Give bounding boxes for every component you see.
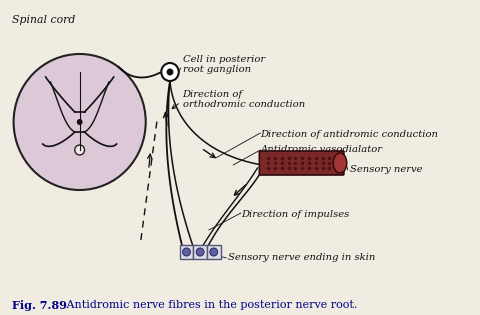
Text: Spinal cord: Spinal cord xyxy=(12,15,75,25)
Text: Antidromic nerve fibres in the posterior nerve root.: Antidromic nerve fibres in the posterior… xyxy=(56,300,358,310)
Text: Direction of antidromic conduction: Direction of antidromic conduction xyxy=(260,130,438,139)
FancyBboxPatch shape xyxy=(180,245,193,259)
Circle shape xyxy=(75,145,84,155)
Circle shape xyxy=(210,248,217,256)
Ellipse shape xyxy=(333,153,347,173)
Circle shape xyxy=(167,68,173,76)
FancyBboxPatch shape xyxy=(207,245,220,259)
Text: Direction of
orthodromic conduction: Direction of orthodromic conduction xyxy=(182,90,305,109)
Circle shape xyxy=(196,248,204,256)
Text: Cell in posterior
root ganglion: Cell in posterior root ganglion xyxy=(182,55,265,74)
Text: Fig. 7.89: Fig. 7.89 xyxy=(12,300,67,311)
Text: Antidromic vasodialator: Antidromic vasodialator xyxy=(260,145,383,154)
Text: Sensory nerve ending in skin: Sensory nerve ending in skin xyxy=(228,254,376,262)
Text: Direction of impulses: Direction of impulses xyxy=(241,210,349,219)
Circle shape xyxy=(161,63,179,81)
Circle shape xyxy=(77,119,83,125)
Circle shape xyxy=(182,248,191,256)
Circle shape xyxy=(13,54,146,190)
FancyBboxPatch shape xyxy=(259,151,344,175)
Text: Sensory nerve: Sensory nerve xyxy=(350,165,422,175)
FancyBboxPatch shape xyxy=(193,245,207,259)
